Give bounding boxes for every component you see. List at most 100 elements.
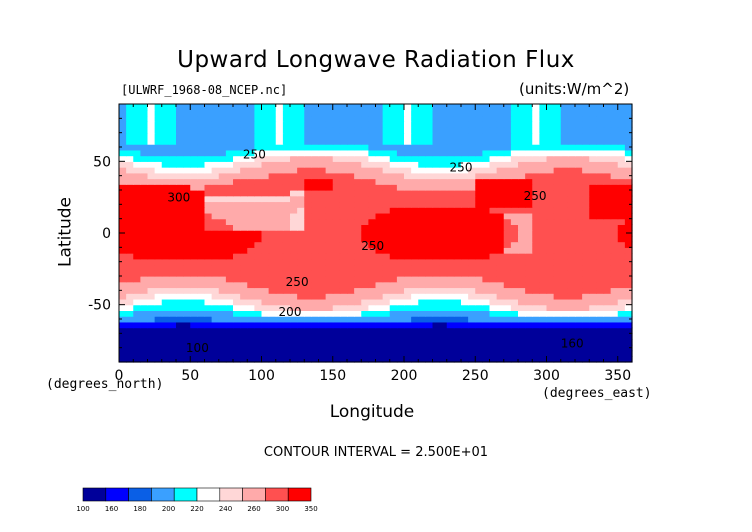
field-cell (311, 247, 320, 254)
field-cell (361, 178, 369, 185)
field-cell (218, 276, 227, 283)
field-cell (425, 184, 434, 191)
field-cell (176, 298, 184, 306)
field-cell (354, 356, 362, 363)
field-cell (347, 109, 355, 117)
field-cell (425, 155, 434, 162)
field-cell (532, 293, 540, 300)
field-cell (233, 201, 241, 208)
field-cell (247, 276, 255, 283)
field-cell (439, 144, 448, 151)
field-cell (610, 281, 619, 289)
field-cell (382, 212, 391, 220)
field-cell (361, 212, 369, 220)
field-cell (560, 115, 569, 122)
field-cell (211, 144, 220, 151)
field-cell (539, 172, 548, 180)
field-cell (624, 207, 633, 214)
field-cell (567, 207, 576, 214)
field-cell (589, 293, 597, 300)
field-cell (475, 287, 483, 294)
field-cell (482, 287, 491, 294)
contour-label: 250 (286, 275, 309, 289)
field-cell (233, 161, 241, 168)
field-cell (489, 132, 498, 139)
field-cell (589, 333, 597, 340)
field-cell (432, 253, 441, 260)
field-cell (325, 121, 334, 128)
field-cell (525, 161, 533, 168)
field-cell (396, 235, 405, 243)
field-cell (339, 172, 348, 180)
field-cell (624, 344, 633, 352)
field-cell (532, 115, 540, 122)
field-cell (575, 155, 583, 162)
field-cell (176, 207, 184, 214)
field-cell (432, 333, 441, 340)
field-cell (425, 178, 434, 185)
field-cell (418, 155, 426, 162)
field-cell (233, 344, 241, 352)
field-cell (496, 356, 505, 363)
field-cell (240, 293, 248, 300)
field-cell (461, 172, 469, 180)
field-cell (154, 167, 163, 174)
field-cell (140, 310, 149, 317)
field-cell (603, 184, 612, 191)
field-cell (304, 109, 312, 117)
field-cell (468, 316, 476, 323)
field-cell (575, 115, 583, 122)
field-cell (461, 350, 469, 357)
field-cell (240, 155, 248, 162)
field-cell (532, 333, 540, 340)
field-cell (304, 184, 312, 191)
field-cell (361, 218, 369, 225)
field-cell (318, 327, 327, 334)
field-cell (567, 316, 576, 323)
field-cell (589, 132, 597, 139)
field-cell (133, 281, 141, 289)
field-cell (261, 161, 270, 168)
field-cell (204, 161, 213, 168)
field-cell (396, 207, 405, 214)
field-cell (183, 121, 191, 128)
field-cell (126, 155, 134, 162)
field-cell (147, 190, 156, 197)
field-cell (489, 253, 498, 260)
field-cell (503, 258, 512, 266)
field-cell (211, 310, 220, 317)
field-cell (147, 270, 156, 277)
field-cell (446, 190, 455, 197)
field-cell (396, 212, 405, 220)
field-cell (126, 104, 134, 111)
field-cell (225, 172, 234, 180)
field-cell (240, 126, 248, 134)
field-cell (354, 161, 362, 168)
field-cell (268, 132, 277, 139)
field-cell (489, 126, 498, 134)
field-cell (404, 190, 412, 197)
field-cell (268, 212, 277, 220)
field-cell (432, 115, 441, 122)
field-cell (140, 235, 149, 243)
field-cell (225, 144, 234, 151)
field-cell (347, 132, 355, 139)
field-cell (261, 212, 270, 220)
field-cell (468, 298, 476, 306)
field-cell (304, 344, 312, 352)
field-cell (361, 190, 369, 197)
field-cell (247, 167, 255, 174)
field-cell (233, 327, 241, 334)
field-cell (368, 258, 377, 266)
field-cell (560, 287, 569, 294)
field-cell (290, 287, 298, 294)
field-cell (539, 298, 548, 306)
field-cell (339, 281, 348, 289)
field-cell (332, 258, 341, 266)
field-cell (282, 298, 291, 306)
field-cell (261, 339, 270, 346)
field-cell (140, 321, 149, 329)
field-cell (510, 258, 519, 266)
field-cell (261, 178, 270, 185)
field-cell (311, 264, 320, 271)
